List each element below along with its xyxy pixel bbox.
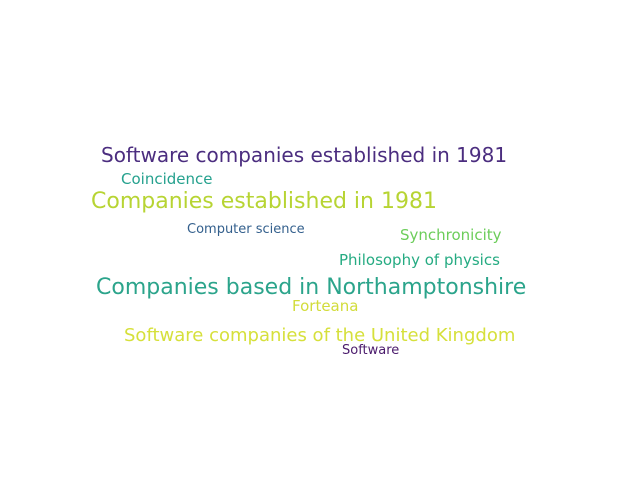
word-coincidence: Coincidence	[121, 170, 213, 188]
word-software-companies-of-the-united-kingdom: Software companies of the United Kingdom	[124, 325, 516, 346]
word-software: Software	[342, 343, 400, 358]
word-synchronicity: Synchronicity	[400, 226, 502, 244]
word-companies-established-in-1981: Companies established in 1981	[91, 189, 437, 214]
word-computer-science: Computer science	[187, 222, 305, 237]
word-philosophy-of-physics: Philosophy of physics	[339, 251, 500, 269]
word-software-companies-established-in-1981: Software companies established in 1981	[101, 143, 508, 167]
word-companies-based-in-northamptonshire: Companies based in Northamptonshire	[96, 275, 527, 300]
word-forteana: Forteana	[292, 297, 359, 315]
